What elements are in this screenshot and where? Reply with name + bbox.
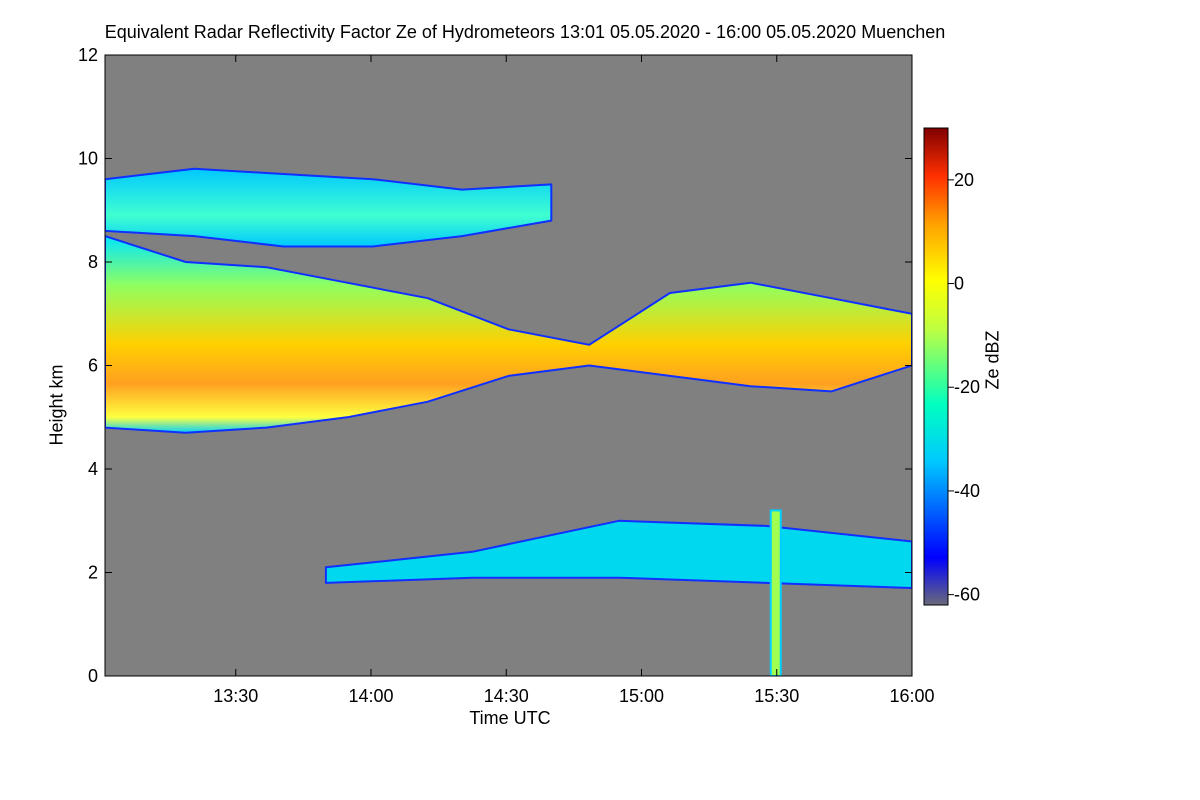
colorbar-tick-label: 0	[954, 274, 964, 294]
colorbar-tick-label: -60	[954, 585, 980, 605]
echo-layer	[105, 235, 912, 434]
y-tick-label: 10	[78, 149, 98, 169]
colorbar-tick-label: 20	[954, 170, 974, 190]
colorbar-ticks: 20 0 -20 -40 -60	[948, 170, 980, 605]
echo-layer	[105, 167, 553, 248]
y-tick-label: 6	[88, 356, 98, 376]
y-tick-label: 12	[78, 45, 98, 65]
colorbar-tick-label: -40	[954, 481, 980, 501]
y-axis-label: Height km	[46, 364, 67, 446]
colorbar-tick-label: -20	[954, 377, 980, 397]
y-tick-label: 0	[88, 666, 98, 686]
y-tick-label: 8	[88, 252, 98, 272]
echo-layers	[105, 167, 912, 676]
chart-title: Equivalent Radar Reflectivity Factor Ze …	[104, 22, 946, 42]
x-tick-label: 15:30	[754, 686, 799, 706]
x-axis: 13:30 14:00 14:30 15:00 15:30 16:00	[213, 55, 935, 706]
colorbar-label: Ze dBZ	[982, 330, 1003, 390]
y-axis: 0 2 4 6 8 10 12	[78, 45, 912, 686]
colorbar	[923, 127, 949, 606]
x-tick-label: 15:00	[619, 686, 664, 706]
x-tick-label: 16:00	[889, 686, 934, 706]
echo-fall-streak	[769, 509, 782, 676]
x-tick-label: 14:30	[484, 686, 529, 706]
echo-layer	[324, 519, 912, 589]
y-tick-label: 4	[88, 459, 98, 479]
y-tick-label: 2	[88, 563, 98, 583]
x-tick-label: 14:00	[348, 686, 393, 706]
x-axis-label: Time UTC	[469, 708, 551, 728]
x-tick-label: 13:30	[213, 686, 258, 706]
